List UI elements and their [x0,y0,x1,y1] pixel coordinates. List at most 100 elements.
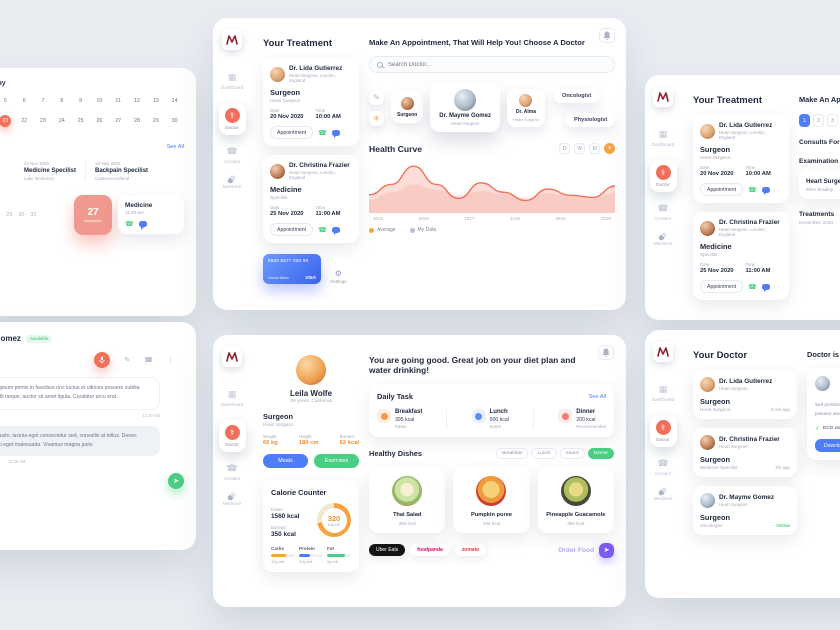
meals-button[interactable]: Meals [263,454,308,468]
app-logo[interactable] [222,30,242,50]
sidebar-item-dashboard[interactable]: ▦ Dashboard [221,74,243,91]
calendar-day[interactable]: 14 [171,98,178,104]
edit-tool-icon[interactable]: ✎ [369,89,384,105]
voice-record-button[interactable] [94,352,111,368]
app-logo[interactable] [653,87,673,107]
brand-foodpanda[interactable]: foodpanda [410,544,450,556]
calendar-day[interactable]: 26 [96,118,103,124]
message-input[interactable] [0,478,162,485]
phone-icon[interactable]: ☎ [318,128,327,137]
notification-bell-icon[interactable] [599,28,616,43]
brand-uber-eats[interactable]: Uber Eats [369,544,406,556]
carousel-doctor-card[interactable]: Dr. Alma Heart Surgeon [506,88,545,127]
download-button[interactable]: Download [815,439,840,453]
doctor-appointment-card[interactable]: Dr. Christina Frazier Heart Surgeon, Lon… [263,155,359,243]
calendar-day[interactable]: 12 [133,98,140,104]
carousel-doctor-card[interactable]: Surgeon [391,92,424,123]
calendar-day[interactable]: 22 [21,118,28,124]
footer-day[interactable]: 29 [6,212,13,218]
consult-day[interactable]: 2 [813,114,824,128]
chat-icon[interactable] [331,226,340,235]
task-item-breakfast[interactable]: Breakfast 395 kcal Eaten [377,409,422,429]
send-button[interactable]: ➤ [168,473,184,490]
calendar-day[interactable]: 29 [152,118,159,124]
app-logo[interactable] [222,347,242,367]
phone-icon[interactable]: ☎ [125,220,134,228]
sidebar-item-doctor[interactable]: ⚕ Doctor [218,420,246,452]
chat-icon[interactable] [761,186,770,195]
calendar-day[interactable]: 27 [115,118,122,124]
sidebar-item-doctor[interactable]: ⚕ Doctor [649,415,677,447]
range-month-button[interactable]: M [589,143,601,154]
appointment-button[interactable]: Appointment [270,126,314,139]
chat-icon[interactable] [138,221,147,230]
sidebar-item-medicine[interactable]: Medicine [223,491,241,506]
calendar-day-selected[interactable]: 21 [0,115,12,127]
sidebar-item-dashboard[interactable]: ▦ Dashboard [652,131,674,148]
calendar-day[interactable]: 8 [60,98,64,104]
filter-lunch[interactable]: Lunch [531,448,557,459]
doctor-note-card[interactable]: Sed porttitor lectus nibh luctus et ultr… [807,368,840,461]
doctor-list-item[interactable]: Dr. Christina Frazier Heart Surgeon Surg… [693,428,797,477]
task-item-dinner[interactable]: Dinner 200 kcal Recommended [558,409,606,429]
sidebar-item-medicine[interactable]: Medicine [223,174,241,189]
calendar-day[interactable]: 11 [115,98,121,104]
consult-day[interactable]: 1 [799,114,810,128]
calendar-day[interactable]: 23 [39,118,46,124]
appointment-button[interactable]: Appointment [700,280,744,293]
brand-zomato[interactable]: zomato [454,544,487,556]
more-options-icon[interactable]: ⋮ [167,356,174,364]
specialty-pill[interactable]: Physiologist [565,112,616,127]
doctor-appointment-card[interactable]: Dr. Lida Gutierrez Heart Surgeon, London… [263,58,359,146]
calendar-day[interactable]: 24 [58,118,65,124]
calendar-day[interactable]: 7 [41,98,45,104]
app-logo[interactable] [653,342,673,362]
sidebar-item-doctor[interactable]: ⚕ Doctor [218,103,246,135]
examination-card[interactable]: Heart Surgery Ellen Bradley [799,171,840,200]
appointment-button[interactable]: Appointment [270,223,314,236]
calendar-day[interactable]: 6 [22,98,26,104]
specialty-icon[interactable]: ✳ [369,110,384,126]
sidebar-item-contact[interactable]: ☎ Contact [224,465,240,482]
footer-day[interactable]: 31 [30,212,37,218]
notification-bell-icon[interactable] [598,345,614,360]
phone-icon[interactable]: ☎ [318,225,327,234]
appointment-item[interactable]: 15 May 2020 Backpain Specilist Cameron H… [95,161,148,181]
reminder-date-tile[interactable]: 27 November [74,195,112,235]
footer-day[interactable]: 30 [18,212,25,218]
appointment-button[interactable]: Appointment [700,183,744,196]
calendar-day[interactable]: 28 [133,118,140,124]
appointment-item[interactable]: 24 Nov 2020 Medicine Specilist Luke McKi… [24,161,76,181]
sidebar-item-dashboard[interactable]: ▦ Dashboard [221,391,243,408]
range-week-button[interactable]: W [574,143,586,154]
dish-card[interactable]: Pineapple Guacamole 356 kcal [537,467,614,533]
dish-card[interactable]: Pumpkin puree 356 kcal [453,467,530,533]
settings-button[interactable]: ⚙ Settings [330,269,347,284]
doctor-appointment-card[interactable]: Dr. Lida Gutierrez Heart Surgeon, London… [693,115,789,203]
task-item-lunch[interactable]: Lunch 500 kcal Eaten [471,409,509,429]
sidebar-item-contact[interactable]: ☎ Contact [655,205,671,222]
search-input[interactable] [388,61,608,68]
calendar-day[interactable]: 5 [3,98,7,104]
sidebar-item-contact[interactable]: ☎ Contact [655,460,671,477]
calendar-day[interactable]: 10 [96,98,103,104]
carousel-featured-doctor[interactable]: Dr. Mayme Gomez Heart Surgeon [430,83,500,132]
calendar-day[interactable]: 13 [152,98,159,104]
phone-icon[interactable]: ☎ [748,185,757,194]
chat-icon[interactable] [761,283,770,292]
sidebar-item-medicine[interactable]: Medicine [654,231,672,246]
filter-snack[interactable]: Snack [559,448,585,459]
phone-icon[interactable]: ☎ [144,356,153,364]
edit-icon[interactable]: ✎ [124,356,131,364]
see-all-link[interactable]: See All [166,144,184,150]
dish-card[interactable]: Thai Salad 356 kcal [369,467,446,533]
sidebar-item-contact[interactable]: ☎ Contact [224,148,240,165]
filter-dinner[interactable]: Dinner [587,448,614,459]
chat-icon[interactable] [331,129,340,138]
doctor-list-item[interactable]: Dr. Mayme Gomez Heart Surgeon Surgeon On… [693,486,797,535]
doctor-appointment-card[interactable]: Dr. Christina Frazier Heart Surgeon, Lon… [693,212,789,300]
phone-icon[interactable]: ☎ [748,282,757,291]
specialty-pill[interactable]: Oncologist [553,88,600,103]
see-all-link[interactable]: See All [588,393,606,400]
sidebar-item-doctor[interactable]: ⚕ Doctor [649,160,677,192]
